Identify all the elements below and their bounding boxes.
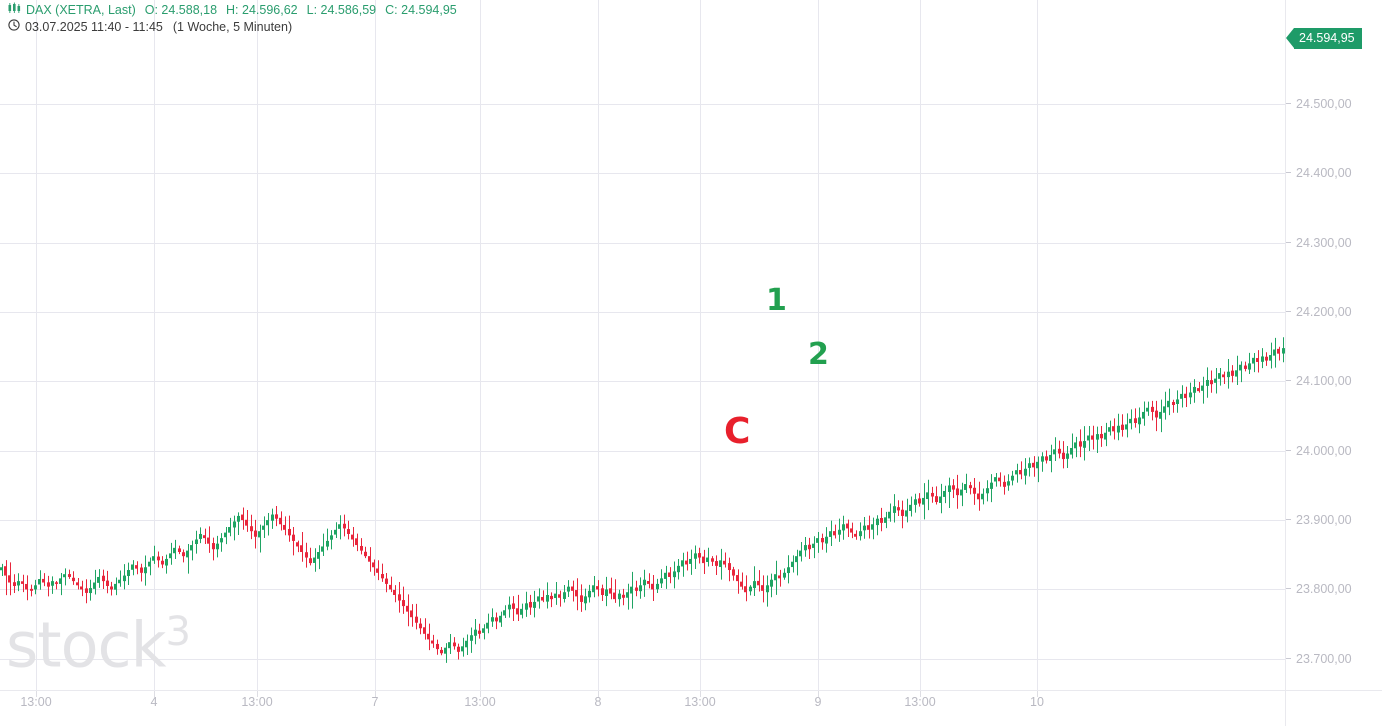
time-tick-line (700, 691, 701, 697)
price-tick-dash (1286, 172, 1291, 174)
time-tick-line (598, 691, 599, 697)
chart-gridlines (0, 0, 1285, 690)
price-tick-dash (1286, 380, 1291, 382)
legend-interval: (1 Woche, 5 Minuten) (172, 20, 293, 34)
time-tick-line (818, 691, 819, 697)
price-tick-dash (1286, 449, 1291, 451)
time-tick-label: 10 (1030, 695, 1044, 709)
legend-timestamp: 03.07.2025 11:40 - 11:45 (25, 20, 163, 34)
price-tick-label: 24.300,00 (1296, 235, 1352, 250)
legend-time-row[interactable]: 03.07.2025 11:40 - 11:45 (1 Woche, 5 Min… (8, 19, 457, 36)
price-tick-dash (1286, 311, 1291, 313)
time-tick-label: 13:00 (20, 695, 52, 709)
candlestick-bars-icon (8, 2, 21, 19)
time-tick-label: 13:00 (464, 695, 496, 709)
legend-instrument-row[interactable]: DAX (XETRA, Last) O: 24.588,18 H: 24.596… (8, 2, 457, 19)
legend-instrument-name: DAX (XETRA, Last) (26, 3, 136, 17)
price-tick-label: 24.200,00 (1296, 305, 1352, 320)
time-tick-line (375, 691, 376, 697)
time-tick-label: 7 (371, 695, 379, 709)
time-tick-line (920, 691, 921, 697)
legend-high: H: 24.596,62 (226, 3, 298, 17)
price-tick-label: 24.100,00 (1296, 374, 1352, 389)
price-tick: 23.900,00 (1286, 512, 1382, 528)
price-tick-dash (1286, 588, 1291, 590)
legend-low: L: 24.586,59 (306, 3, 377, 17)
price-tick: 24.000,00 (1286, 443, 1382, 459)
last-price-value: 24.594,95 (1294, 27, 1362, 49)
time-tick-line (480, 691, 481, 697)
chart-header-legend: DAX (XETRA, Last) O: 24.588,18 H: 24.596… (8, 2, 457, 36)
time-tick-label: 8 (594, 695, 602, 709)
price-tick-label: 24.400,00 (1296, 166, 1352, 181)
price-tick: 24.500,00 (1286, 96, 1382, 112)
axis-corner-divider (1285, 691, 1286, 726)
price-tick: 24.100,00 (1286, 373, 1382, 389)
time-tick-line (1037, 691, 1038, 697)
time-tick-label: 13:00 (684, 695, 716, 709)
time-tick-label: 13:00 (904, 695, 936, 709)
stock3-watermark: stock3 (6, 609, 191, 677)
time-tick-line (36, 691, 37, 697)
time-axis[interactable]: 13:00 4 13:00 7 13:00 8 13:00 9 13:00 10 (0, 690, 1382, 726)
price-tick-dash (1286, 519, 1291, 521)
price-tick: 24.200,00 (1286, 304, 1382, 320)
time-tick-line (154, 691, 155, 697)
legend-open: O: 24.588,18 (144, 3, 218, 17)
time-tick-label: 13:00 (241, 695, 273, 709)
candlestick-series (0, 337, 1285, 663)
price-tick-label: 23.900,00 (1296, 513, 1352, 528)
price-tick-dash (1286, 103, 1291, 105)
price-tick-label: 24.500,00 (1296, 97, 1352, 112)
time-tick-label: 9 (814, 695, 822, 709)
badge-arrow-icon (1286, 27, 1294, 48)
price-tick-dash (1286, 241, 1291, 243)
wave-label-2[interactable]: 2 (808, 337, 829, 372)
price-tick-dash (1286, 657, 1291, 659)
price-tick: 23.800,00 (1286, 581, 1382, 597)
price-tick-label: 23.800,00 (1296, 582, 1352, 597)
time-tick-label: 4 (150, 695, 158, 709)
clock-icon (8, 19, 20, 36)
price-tick-label: 23.700,00 (1296, 651, 1352, 666)
legend-close: C: 24.594,95 (385, 3, 457, 17)
time-tick-line (257, 691, 258, 697)
price-axis[interactable]: 24.500,00 24.400,00 24.300,00 24.200,00 24.1… (1285, 0, 1382, 690)
wave-label-1[interactable]: 1 (766, 283, 787, 318)
watermark-text: stock (6, 608, 167, 682)
price-tick: 24.300,00 (1286, 235, 1382, 251)
price-tick: 24.400,00 (1286, 165, 1382, 181)
price-tick-label: 24.000,00 (1296, 443, 1352, 458)
price-tick: 23.700,00 (1286, 651, 1382, 667)
wave-label-c[interactable]: C (724, 411, 751, 452)
watermark-superscript: 3 (165, 609, 191, 655)
